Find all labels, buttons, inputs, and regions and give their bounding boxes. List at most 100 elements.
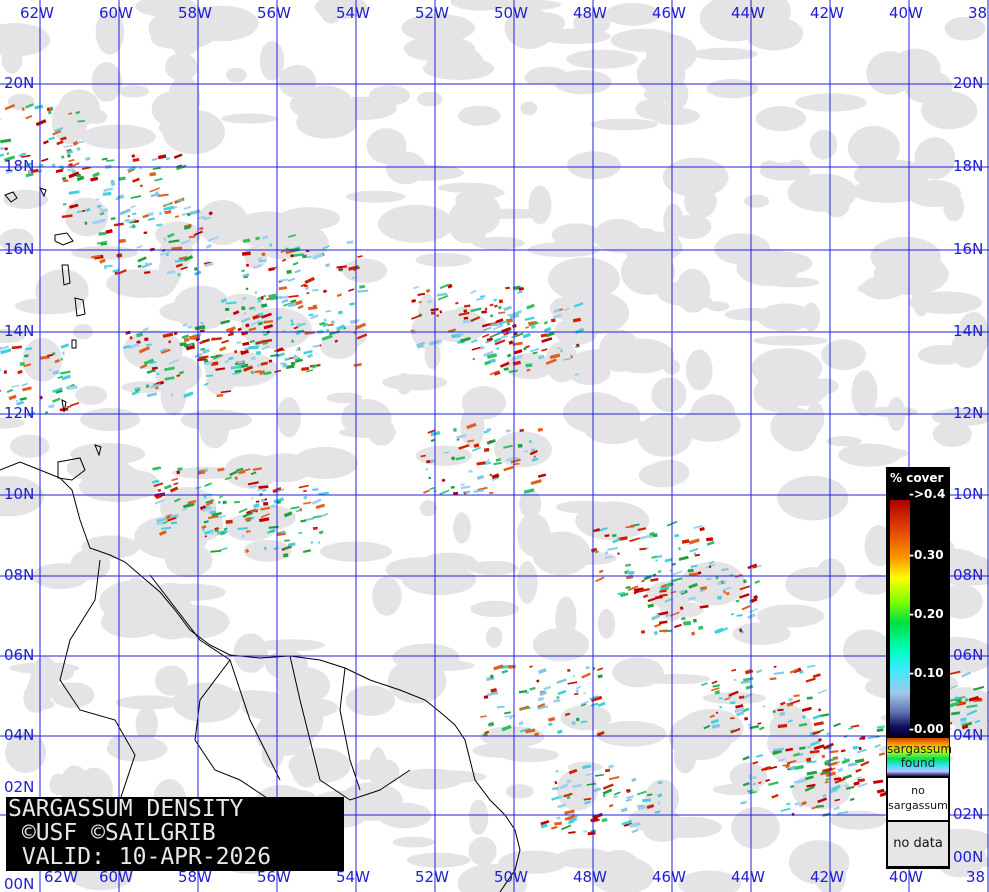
sargassum-streak xyxy=(860,760,870,767)
sargassum-streak xyxy=(152,466,162,471)
sargassum-streak xyxy=(175,263,183,268)
cloud-patch xyxy=(597,608,616,639)
sargassum-streak xyxy=(258,259,267,263)
sargassum-streak xyxy=(594,773,604,777)
sargassum-streak xyxy=(949,685,958,690)
sargassum-streak xyxy=(833,777,842,781)
sargassum-streak xyxy=(623,822,632,827)
sargassum-streak xyxy=(144,337,149,341)
sargassum-streak xyxy=(554,821,562,826)
sargassum-streak xyxy=(127,215,131,218)
sargassum-streak xyxy=(52,370,60,375)
sargassum-streak xyxy=(183,205,192,210)
sargassum-streak xyxy=(118,176,126,181)
sargassum-streak xyxy=(531,457,539,462)
sargassum-streak xyxy=(188,235,196,239)
sargassum-streak xyxy=(205,243,212,249)
sargassum-streak xyxy=(68,158,75,163)
sargassum-streak xyxy=(825,771,837,778)
sargassum-streak xyxy=(821,754,826,759)
cloud-patch xyxy=(643,86,676,102)
sargassum-streak xyxy=(240,317,251,324)
sargassum-streak xyxy=(598,569,604,574)
sargassum-streak xyxy=(802,715,806,720)
sargassum-streak xyxy=(567,668,571,673)
sargassum-streak xyxy=(805,757,812,762)
sargassum-streak xyxy=(493,371,501,376)
sargassum-streak xyxy=(806,770,818,776)
sargassum-streak xyxy=(642,594,649,599)
sargassum-streak xyxy=(269,530,275,533)
sargassum-streak xyxy=(530,325,536,330)
sargassum-streak xyxy=(39,355,50,360)
sargassum-streak xyxy=(481,310,487,314)
sargassum-streak xyxy=(137,256,147,263)
cloud-patch xyxy=(810,129,838,160)
sargassum-streak xyxy=(242,238,251,243)
cloud-patch xyxy=(493,431,552,468)
cloud-patch xyxy=(71,245,138,260)
sargassum-streak xyxy=(483,350,494,358)
sargassum-streak xyxy=(69,203,79,209)
sargassum-streak xyxy=(489,473,492,477)
sargassum-streak xyxy=(518,721,524,726)
sargassum-streak xyxy=(306,353,314,359)
sargassum-streak xyxy=(290,254,294,258)
cloud-patch xyxy=(566,151,621,180)
sargassum-streak xyxy=(76,147,81,151)
sargassum-streak xyxy=(197,470,206,475)
sargassum-streak xyxy=(67,154,71,158)
sargassum-streak xyxy=(469,289,477,294)
sargassum-streak xyxy=(28,170,32,174)
sargassum-streak xyxy=(82,209,86,212)
sargassum-streak xyxy=(21,154,31,158)
sargassum-streak xyxy=(146,343,152,346)
sargassum-streak xyxy=(132,177,140,183)
sargassum-streak xyxy=(509,716,513,720)
sargassum-streak xyxy=(61,155,65,159)
sargassum-streak xyxy=(514,332,524,338)
sargassum-streak xyxy=(563,307,570,312)
sargassum-streak xyxy=(123,344,131,350)
sargassum-streak xyxy=(665,613,670,618)
sargassum-streak xyxy=(664,597,674,603)
sargassum-streak xyxy=(738,593,750,599)
sargassum-streak xyxy=(151,157,158,162)
sargassum-streak xyxy=(349,302,355,306)
sargassum-streak xyxy=(278,286,288,291)
sargassum-streak xyxy=(602,794,606,798)
sargassum-streak xyxy=(508,664,516,669)
sargassum-streak xyxy=(69,401,80,407)
sargassum-streak xyxy=(150,192,160,198)
sargassum-streak xyxy=(248,484,257,489)
cloud-patch xyxy=(167,75,201,121)
sargassum-streak xyxy=(211,337,222,341)
sargassum-streak xyxy=(809,749,820,754)
sargassum-streak xyxy=(738,628,743,633)
sargassum-streak xyxy=(336,265,347,269)
sargassum-streak xyxy=(72,140,79,146)
sargassum-streak xyxy=(437,294,449,301)
sargassum-streak xyxy=(202,348,210,355)
sargassum-streak xyxy=(721,568,729,572)
sargassum-streak xyxy=(639,534,651,540)
longitude-label-bottom: 56W xyxy=(257,868,291,886)
sargassum-streak xyxy=(52,387,63,393)
sargassum-streak xyxy=(183,255,194,262)
sargassum-streak xyxy=(149,172,157,177)
sargassum-streak xyxy=(77,120,85,123)
sargassum-streak xyxy=(248,306,255,310)
sargassum-streak xyxy=(585,772,594,777)
cloud-patch xyxy=(387,659,447,704)
cloud-patch xyxy=(605,3,661,26)
sargassum-streak xyxy=(786,802,791,806)
sargassum-streak xyxy=(257,321,263,326)
sargassum-streak xyxy=(164,366,175,372)
sargassum-streak xyxy=(501,724,512,732)
sargassum-streak xyxy=(583,797,592,801)
sargassum-streak xyxy=(529,321,539,327)
sargassum-streak xyxy=(185,345,196,351)
sargassum-streak xyxy=(280,362,286,365)
sargassum-streak xyxy=(511,456,519,460)
